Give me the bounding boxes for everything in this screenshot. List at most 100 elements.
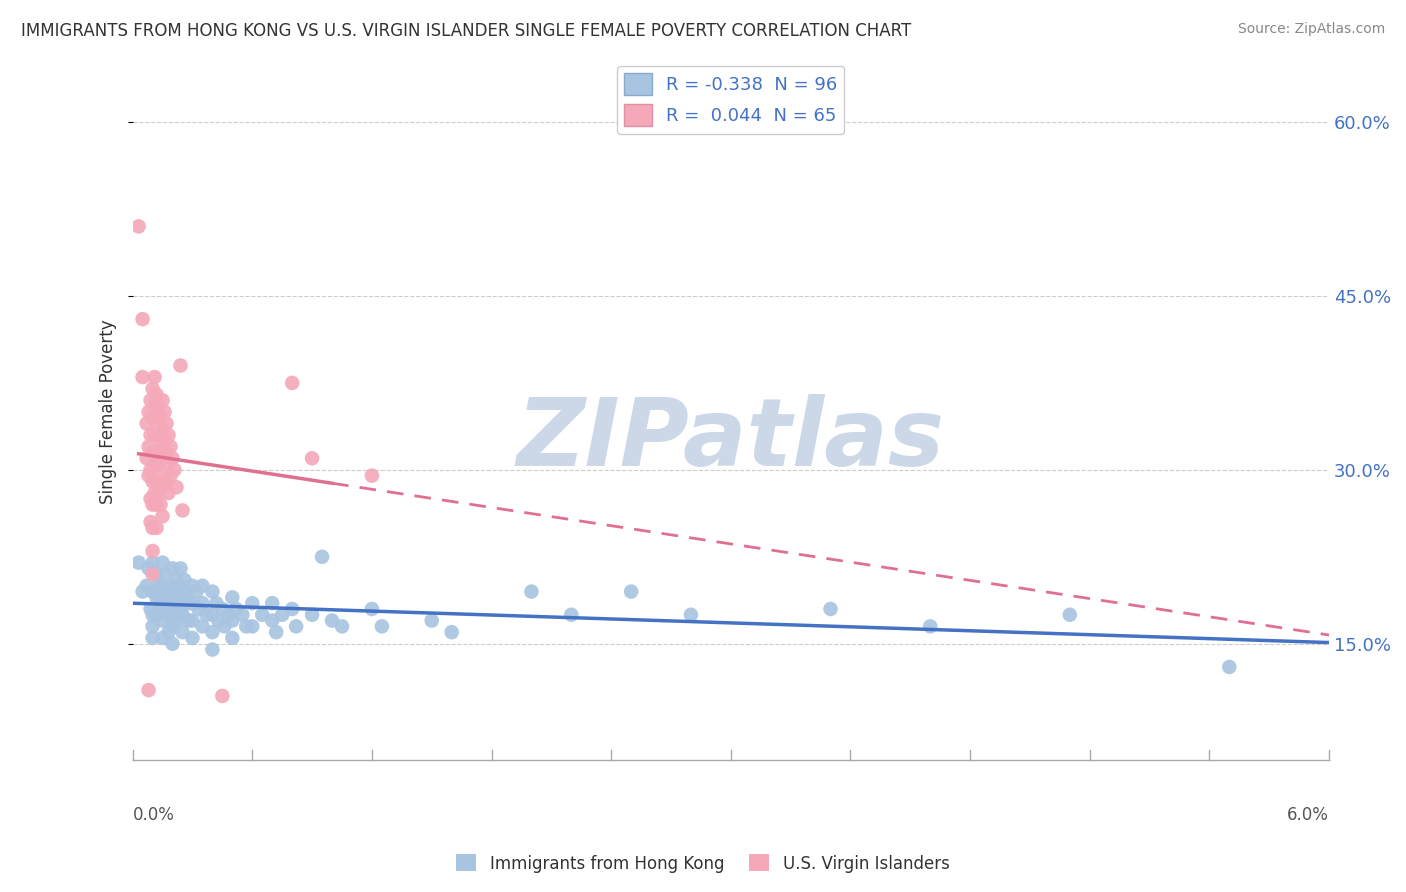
Point xyxy=(281,376,304,390)
Point xyxy=(281,602,304,616)
Point xyxy=(153,405,176,419)
Point xyxy=(143,399,166,413)
Point xyxy=(139,463,162,477)
Point xyxy=(440,625,463,640)
Point xyxy=(135,417,157,431)
Point xyxy=(205,596,228,610)
Point xyxy=(371,619,394,633)
Point xyxy=(145,387,167,401)
Point xyxy=(152,631,174,645)
Point xyxy=(152,596,174,610)
Point xyxy=(135,579,157,593)
Point xyxy=(172,607,194,622)
Point xyxy=(131,370,153,384)
Point xyxy=(152,556,174,570)
Point xyxy=(420,614,443,628)
Point xyxy=(159,579,181,593)
Point xyxy=(235,619,257,633)
Point xyxy=(186,584,208,599)
Point xyxy=(221,631,243,645)
Point xyxy=(142,382,165,396)
Point xyxy=(148,579,170,593)
Point xyxy=(138,561,160,575)
Point xyxy=(820,602,842,616)
Point xyxy=(167,584,190,599)
Point xyxy=(361,468,384,483)
Point xyxy=(148,399,170,413)
Point xyxy=(138,468,160,483)
Point xyxy=(142,631,165,645)
Point xyxy=(181,579,204,593)
Point xyxy=(162,584,184,599)
Point xyxy=(169,579,191,593)
Point xyxy=(162,561,184,575)
Point xyxy=(149,410,172,425)
Point xyxy=(191,596,214,610)
Point xyxy=(301,607,323,622)
Point xyxy=(201,607,224,622)
Point xyxy=(920,619,942,633)
Point xyxy=(157,591,180,605)
Point xyxy=(162,602,184,616)
Point xyxy=(145,567,167,582)
Point xyxy=(207,614,229,628)
Point xyxy=(145,475,167,489)
Point xyxy=(221,591,243,605)
Point xyxy=(135,451,157,466)
Point xyxy=(139,428,162,442)
Point xyxy=(142,498,165,512)
Point xyxy=(138,683,160,698)
Point xyxy=(159,468,181,483)
Point xyxy=(145,591,167,605)
Point xyxy=(152,451,174,466)
Point xyxy=(262,596,284,610)
Point xyxy=(214,619,236,633)
Point xyxy=(157,457,180,471)
Point xyxy=(155,417,177,431)
Point xyxy=(201,625,224,640)
Point xyxy=(191,619,214,633)
Point xyxy=(172,503,194,517)
Point xyxy=(152,614,174,628)
Point xyxy=(169,561,191,575)
Point xyxy=(148,428,170,442)
Point xyxy=(162,451,184,466)
Point xyxy=(330,619,353,633)
Point xyxy=(211,602,233,616)
Point xyxy=(361,602,384,616)
Text: 6.0%: 6.0% xyxy=(1286,806,1329,824)
Point xyxy=(262,614,284,628)
Point xyxy=(142,607,165,622)
Point xyxy=(131,312,153,326)
Point xyxy=(145,445,167,459)
Point xyxy=(177,596,200,610)
Point xyxy=(155,602,177,616)
Point xyxy=(138,405,160,419)
Point xyxy=(166,480,188,494)
Point xyxy=(128,556,150,570)
Point xyxy=(191,579,214,593)
Point xyxy=(145,607,167,622)
Point xyxy=(217,607,239,622)
Point xyxy=(152,480,174,494)
Point xyxy=(145,498,167,512)
Point xyxy=(201,642,224,657)
Point xyxy=(139,515,162,529)
Point xyxy=(271,607,294,622)
Point xyxy=(128,219,150,234)
Point xyxy=(172,591,194,605)
Point xyxy=(201,584,224,599)
Point xyxy=(520,584,543,599)
Legend: R = -0.338  N = 96, R =  0.044  N = 65: R = -0.338 N = 96, R = 0.044 N = 65 xyxy=(617,66,845,134)
Point xyxy=(620,584,643,599)
Point xyxy=(142,619,165,633)
Point xyxy=(252,607,274,622)
Point xyxy=(159,440,181,454)
Point xyxy=(187,602,209,616)
Point xyxy=(143,428,166,442)
Point xyxy=(143,486,166,500)
Point xyxy=(155,475,177,489)
Point xyxy=(152,579,174,593)
Point xyxy=(138,440,160,454)
Point xyxy=(162,619,184,633)
